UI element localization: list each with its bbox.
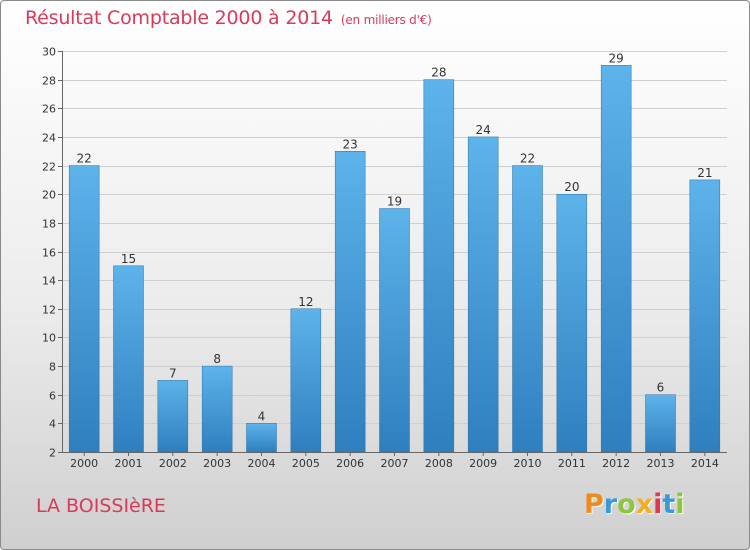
y-tick-label: 12 — [42, 304, 56, 317]
logo-letter: x — [635, 489, 654, 520]
bar — [68, 165, 100, 453]
data-label: 12 — [298, 295, 313, 309]
data-label: 23 — [343, 137, 358, 151]
bar — [290, 308, 322, 453]
chart-title: Résultat Comptable 2000 à 2014 (en millie… — [25, 7, 432, 29]
bar — [467, 136, 499, 453]
chart-title-text: Résultat Comptable 2000 à 2014 — [25, 7, 333, 29]
y-tick-label: 22 — [42, 161, 56, 174]
data-label: 28 — [431, 66, 446, 80]
y-tick-label: 6 — [49, 390, 56, 403]
y-tick-label: 8 — [49, 361, 56, 374]
bar — [689, 179, 721, 453]
bar — [334, 151, 366, 453]
proxiti-logo: Proxiti — [584, 489, 685, 520]
y-tick-label: 18 — [42, 218, 56, 231]
y-tick-label: 28 — [42, 75, 56, 88]
bar — [556, 193, 588, 453]
y-tick-label: 20 — [42, 189, 56, 202]
y-tick-label: 24 — [42, 132, 56, 145]
logo-letter: P — [584, 489, 604, 520]
x-tick-label: 2008 — [425, 457, 453, 470]
x-tick-label: 2011 — [558, 457, 586, 470]
y-tick-label: 16 — [42, 247, 56, 260]
y-tick-label: 2 — [49, 447, 56, 460]
y-tick-label: 14 — [42, 275, 56, 288]
x-tick-label: 2001 — [115, 457, 143, 470]
bar — [157, 380, 189, 453]
data-label: 19 — [387, 195, 402, 209]
x-tick-label: 2014 — [691, 457, 719, 470]
x-tick-label: 2000 — [70, 457, 98, 470]
data-label: 22 — [77, 152, 92, 166]
y-tick-label: 26 — [42, 103, 56, 116]
x-tick-label: 2012 — [602, 457, 630, 470]
x-tick-label: 2010 — [514, 457, 542, 470]
data-label: 7 — [169, 366, 177, 380]
data-label: 24 — [476, 123, 491, 137]
logo-letter: i — [675, 489, 685, 520]
data-label: 6 — [657, 381, 665, 395]
logo-letter: o — [617, 489, 636, 520]
y-tick-label: 4 — [49, 418, 56, 431]
chart-subtitle: (en milliers d'€) — [340, 13, 432, 27]
bar — [113, 265, 144, 453]
commune-name: LA BOISSIèRE — [36, 495, 166, 517]
bar — [512, 165, 543, 453]
logo-letter: i — [653, 489, 663, 520]
bar — [423, 79, 455, 453]
bars — [68, 65, 721, 453]
data-label: 15 — [121, 252, 136, 266]
y-tick-label: 10 — [42, 332, 56, 345]
x-tick-label: 2009 — [469, 457, 497, 470]
data-label: 29 — [609, 51, 624, 65]
bar — [246, 423, 277, 453]
data-label: 20 — [564, 180, 579, 194]
bar — [201, 365, 233, 453]
x-tick-label: 2006 — [336, 457, 364, 470]
data-label: 21 — [697, 166, 712, 180]
x-tick-label: 2013 — [647, 457, 675, 470]
logo-letter: t — [662, 489, 676, 520]
logo-letter: r — [603, 489, 618, 520]
data-label: 22 — [520, 152, 535, 166]
y-tick-label: 30 — [42, 46, 56, 59]
data-label: 4 — [258, 409, 266, 423]
x-tick-label: 2002 — [159, 457, 187, 470]
x-tick-label: 2005 — [292, 457, 320, 470]
data-label: 8 — [213, 352, 221, 366]
bar — [600, 65, 632, 453]
bar — [379, 208, 410, 453]
x-tick-label: 2003 — [203, 457, 231, 470]
x-tick-label: 2007 — [381, 457, 409, 470]
x-tick-label: 2004 — [248, 457, 276, 470]
bar — [645, 394, 676, 453]
labels: 22 2000 15 2001 7 2002 8 2003 4 2004 12 2005 23 2006 1… — [70, 51, 719, 470]
